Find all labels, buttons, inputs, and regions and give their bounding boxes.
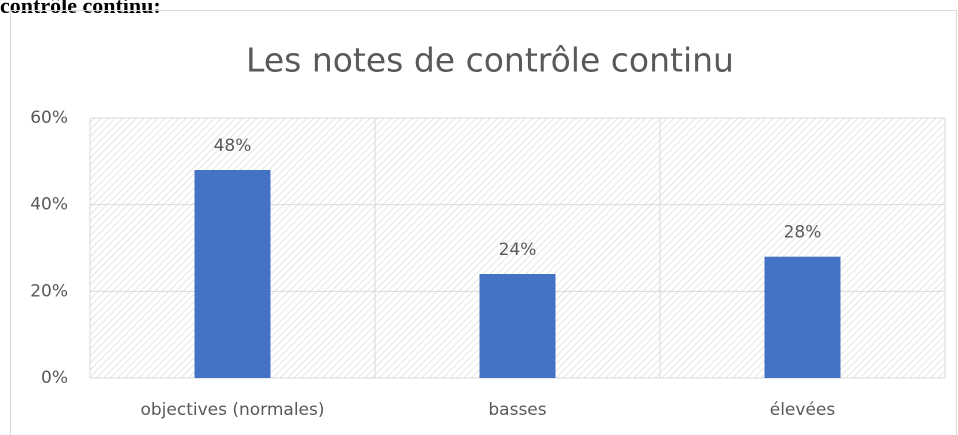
chart-border: [10, 10, 957, 435]
data-label: 28%: [784, 223, 822, 243]
x-tick-label: élevées: [770, 400, 836, 420]
y-tick-label: 60%: [30, 108, 68, 128]
bar: [764, 256, 841, 378]
bar: [194, 170, 271, 378]
y-tick-label: 0%: [41, 368, 68, 388]
data-label: 48%: [214, 136, 252, 156]
caption: contrôle continu:: [0, 0, 161, 18]
bar: [479, 274, 556, 378]
data-label: 24%: [499, 240, 537, 260]
x-tick-label: basses: [488, 400, 546, 420]
chart-title: Les notes de contrôle continu: [246, 41, 734, 80]
x-tick-label: objectives (normales): [140, 400, 324, 420]
y-tick-label: 40%: [30, 195, 68, 215]
y-tick-label: 20%: [30, 281, 68, 301]
